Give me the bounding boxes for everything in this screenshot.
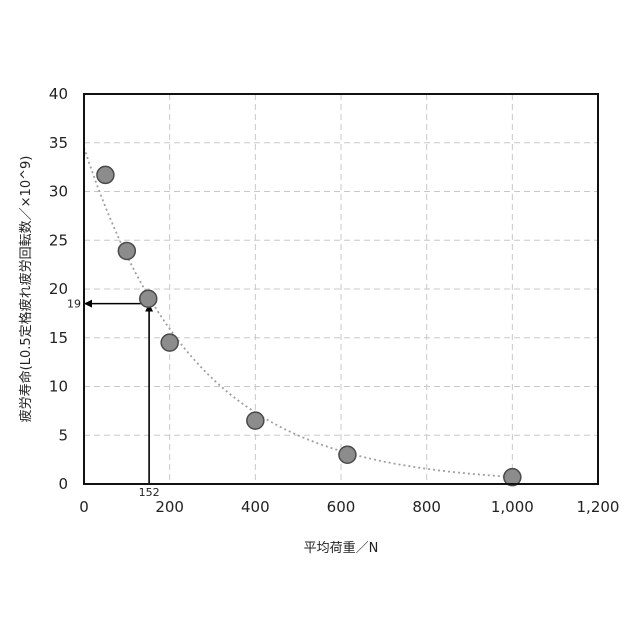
annotations: 19152 — [67, 298, 160, 499]
data-point — [247, 412, 264, 429]
x-tick-label: 800 — [412, 498, 441, 516]
y-tick-label: 15 — [49, 329, 68, 347]
data-point — [118, 242, 135, 259]
y-tick-label: 5 — [58, 426, 68, 444]
trendline-group — [84, 148, 512, 477]
x-tick-label: 600 — [327, 498, 356, 516]
y-tick-label: 40 — [49, 85, 68, 103]
data-points — [97, 166, 521, 485]
data-point — [97, 166, 114, 183]
x-tick-label: 1,000 — [491, 498, 534, 516]
y-tick-label: 30 — [49, 183, 68, 201]
data-point — [161, 334, 178, 351]
y-axis-ticks: 0 5 10 15 20 25 30 35 40 — [49, 85, 68, 493]
y-tick-label: 0 — [58, 475, 68, 493]
y-tick-label: 25 — [49, 231, 68, 249]
data-point — [140, 290, 157, 307]
data-point — [339, 446, 356, 463]
x-axis-title: 平均荷重／N — [304, 540, 379, 556]
x-tick-label: 200 — [155, 498, 184, 516]
annotation-label-y: 19 — [67, 298, 81, 311]
x-tick-label: 1,200 — [577, 498, 620, 516]
y-tick-label: 35 — [49, 134, 68, 152]
y-axis-title: 疲労寿命(L0.5定格疲れ疲労回転数／×10^9) — [18, 156, 34, 423]
y-tick-label: 10 — [49, 378, 68, 396]
x-tick-label: 0 — [79, 498, 89, 516]
y-tick-label: 20 — [49, 280, 68, 298]
gridlines — [84, 94, 598, 484]
trendline — [84, 148, 512, 477]
x-tick-label: 400 — [241, 498, 270, 516]
x-axis-ticks: 0 200 400 600 800 1,000 1,200 — [79, 498, 619, 516]
